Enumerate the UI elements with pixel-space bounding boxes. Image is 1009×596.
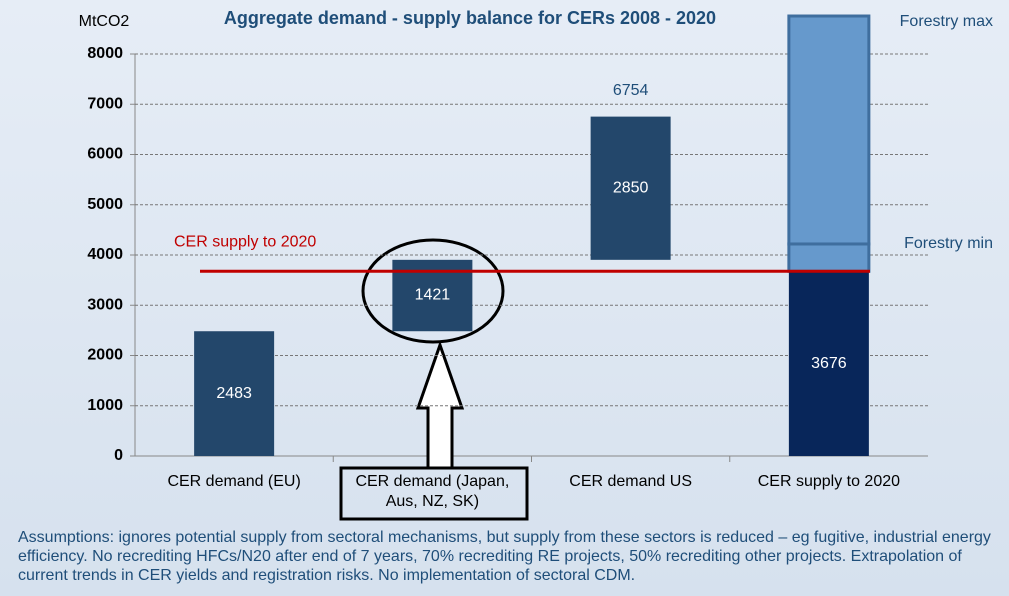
forestry-min-bar <box>787 242 871 273</box>
supply-line-label: CER supply to 2020 <box>174 233 316 250</box>
y-tick-label: 3000 <box>87 296 123 313</box>
y-axis-label: MtCO2 <box>79 13 130 30</box>
x-tick-label: CER demand (EU) <box>167 473 301 490</box>
x-tick-label: CER demand (Japan, Aus, NZ, SK) <box>355 473 510 510</box>
x-tick-label: CER demand US <box>569 473 692 490</box>
y-tick-label: 0 <box>114 447 123 464</box>
value-label: 1421 <box>415 287 451 304</box>
y-tick-label: 1000 <box>87 397 123 414</box>
chart-title: Aggregate demand - supply balance for CE… <box>224 8 716 28</box>
y-tick-label: 6000 <box>87 146 123 163</box>
forestry-max-bar <box>787 14 871 246</box>
value-label: 2850 <box>613 179 649 196</box>
forestry-min-label: Forestry min <box>904 235 993 252</box>
arrow <box>415 340 465 470</box>
footnote: Assumptions: ignores potential supply fr… <box>18 529 991 584</box>
bar <box>194 331 275 456</box>
total-label: 6754 <box>613 82 649 99</box>
y-tick-label: 5000 <box>87 196 123 213</box>
y-tick-label: 4000 <box>87 246 123 263</box>
value-label: 2483 <box>216 385 252 402</box>
bar <box>788 271 869 456</box>
bar <box>590 116 671 260</box>
y-tick-label: 8000 <box>87 45 123 62</box>
highlight-box <box>339 466 529 521</box>
y-tick-label: 2000 <box>87 347 123 364</box>
highlight-ellipse <box>361 238 505 344</box>
forestry-max-label: Forestry max <box>900 13 993 30</box>
y-tick-label: 7000 <box>87 95 123 112</box>
x-tick-label: CER supply to 2020 <box>757 473 901 490</box>
value-label: 3676 <box>811 355 847 372</box>
